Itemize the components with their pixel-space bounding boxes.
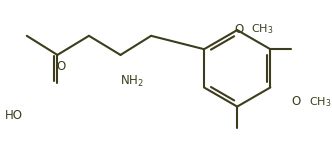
Text: HO: HO [5,109,23,122]
Text: CH$_3$: CH$_3$ [251,22,273,36]
Text: NH$_2$: NH$_2$ [120,74,144,89]
Text: O: O [291,95,301,108]
Text: CH$_3$: CH$_3$ [309,95,331,109]
Text: O: O [56,60,66,73]
Text: O: O [234,23,244,36]
